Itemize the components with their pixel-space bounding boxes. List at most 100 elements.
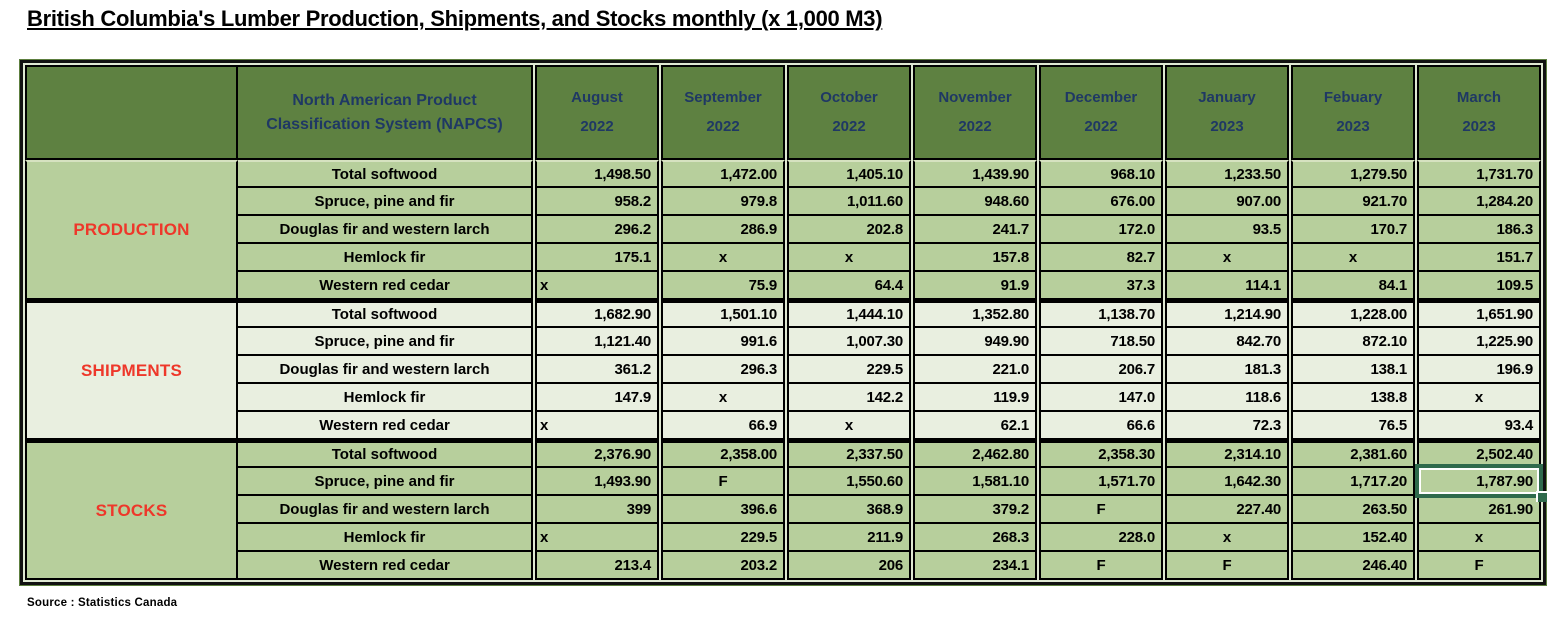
column-header-december-2022[interactable]: December 2022 <box>1039 65 1163 160</box>
data-cell[interactable]: 1,007.30 <box>787 328 911 356</box>
row-label[interactable]: Spruce, pine and fir <box>238 188 533 216</box>
data-cell[interactable]: x <box>1291 244 1415 272</box>
data-cell[interactable]: 1,279.50 <box>1291 160 1415 188</box>
data-cell[interactable]: 138.1 <box>1291 356 1415 384</box>
row-label[interactable]: Total softwood <box>238 160 533 188</box>
column-header-september-2022[interactable]: September 2022 <box>661 65 785 160</box>
data-cell[interactable]: 147.0 <box>1039 384 1163 412</box>
data-cell[interactable]: 196.9 <box>1417 356 1541 384</box>
data-cell[interactable]: 1,233.50 <box>1165 160 1289 188</box>
data-cell[interactable]: 229.5 <box>787 356 911 384</box>
data-cell[interactable]: 261.90 <box>1417 496 1541 524</box>
data-cell[interactable]: x <box>1417 384 1541 412</box>
data-cell[interactable]: 241.7 <box>913 216 1037 244</box>
data-cell[interactable]: 72.3 <box>1165 412 1289 440</box>
data-cell[interactable]: 75.9 <box>661 272 785 300</box>
data-cell[interactable]: 93.5 <box>1165 216 1289 244</box>
row-label[interactable]: Western red cedar <box>238 412 533 440</box>
data-cell[interactable]: 66.9 <box>661 412 785 440</box>
data-cell[interactable]: 206.7 <box>1039 356 1163 384</box>
data-cell[interactable]: 263.50 <box>1291 496 1415 524</box>
row-label[interactable]: Hemlock fir <box>238 524 533 552</box>
data-cell[interactable]: 157.8 <box>913 244 1037 272</box>
row-label[interactable]: Hemlock fir <box>238 244 533 272</box>
data-cell[interactable]: x <box>535 524 659 552</box>
data-cell[interactable]: 1,121.40 <box>535 328 659 356</box>
column-header-march-2023[interactable]: March 2023 <box>1417 65 1541 160</box>
data-cell[interactable]: 66.6 <box>1039 412 1163 440</box>
data-cell[interactable]: x <box>535 272 659 300</box>
data-cell[interactable]: 186.3 <box>1417 216 1541 244</box>
data-cell[interactable]: 368.9 <box>787 496 911 524</box>
data-cell[interactable]: 921.70 <box>1291 188 1415 216</box>
data-cell[interactable]: 1,651.90 <box>1417 300 1541 328</box>
data-cell[interactable]: 842.70 <box>1165 328 1289 356</box>
data-cell[interactable]: 1,550.60 <box>787 468 911 496</box>
data-cell[interactable]: 246.40 <box>1291 552 1415 580</box>
data-cell[interactable]: 296.3 <box>661 356 785 384</box>
row-label[interactable]: Hemlock fir <box>238 384 533 412</box>
data-cell[interactable]: 2,314.10 <box>1165 440 1289 468</box>
data-cell[interactable]: F <box>661 468 785 496</box>
data-cell[interactable]: 147.9 <box>535 384 659 412</box>
data-cell[interactable]: x <box>535 412 659 440</box>
corner-cell[interactable] <box>25 65 238 160</box>
data-cell[interactable]: 1,284.20 <box>1417 188 1541 216</box>
row-label[interactable]: Total softwood <box>238 300 533 328</box>
row-label[interactable]: Douglas fir and western larch <box>238 496 533 524</box>
data-cell[interactable]: 286.9 <box>661 216 785 244</box>
data-cell[interactable]: 718.50 <box>1039 328 1163 356</box>
data-cell[interactable]: 1,642.30 <box>1165 468 1289 496</box>
data-cell[interactable]: 958.2 <box>535 188 659 216</box>
data-cell[interactable]: 1,405.10 <box>787 160 911 188</box>
data-cell[interactable]: x <box>1165 244 1289 272</box>
data-cell[interactable]: 142.2 <box>787 384 911 412</box>
data-cell[interactable]: 2,381.60 <box>1291 440 1415 468</box>
data-cell[interactable]: F <box>1165 552 1289 580</box>
data-cell[interactable]: 227.40 <box>1165 496 1289 524</box>
fill-handle[interactable] <box>1536 491 1547 502</box>
data-cell[interactable]: 152.40 <box>1291 524 1415 552</box>
data-cell[interactable]: 872.10 <box>1291 328 1415 356</box>
data-cell[interactable]: 211.9 <box>787 524 911 552</box>
data-cell[interactable]: 991.6 <box>661 328 785 356</box>
data-cell[interactable]: 175.1 <box>535 244 659 272</box>
data-cell[interactable]: 296.2 <box>535 216 659 244</box>
data-cell[interactable]: 64.4 <box>787 272 911 300</box>
data-cell[interactable]: 948.60 <box>913 188 1037 216</box>
data-cell[interactable]: 1,138.70 <box>1039 300 1163 328</box>
data-cell[interactable]: x <box>1417 524 1541 552</box>
data-cell[interactable]: x <box>787 244 911 272</box>
data-cell[interactable]: 119.9 <box>913 384 1037 412</box>
row-label[interactable]: Douglas fir and western larch <box>238 216 533 244</box>
active-cell[interactable]: 1,787.90 <box>1415 464 1547 502</box>
data-cell[interactable]: 1,501.10 <box>661 300 785 328</box>
data-cell[interactable]: 151.7 <box>1417 244 1541 272</box>
data-cell[interactable]: 170.7 <box>1291 216 1415 244</box>
data-cell[interactable]: 399 <box>535 496 659 524</box>
data-cell[interactable]: 949.90 <box>913 328 1037 356</box>
data-cell[interactable]: 206 <box>787 552 911 580</box>
data-cell[interactable]: x <box>661 384 785 412</box>
data-cell[interactable]: 1,439.90 <box>913 160 1037 188</box>
data-cell[interactable]: 907.00 <box>1165 188 1289 216</box>
data-cell[interactable]: 109.5 <box>1417 272 1541 300</box>
data-cell[interactable]: 203.2 <box>661 552 785 580</box>
data-cell[interactable]: 268.3 <box>913 524 1037 552</box>
data-cell[interactable]: 1,472.00 <box>661 160 785 188</box>
data-cell[interactable]: 84.1 <box>1291 272 1415 300</box>
data-cell[interactable]: 181.3 <box>1165 356 1289 384</box>
data-cell[interactable]: 1,493.90 <box>535 468 659 496</box>
data-cell[interactable]: 1,444.10 <box>787 300 911 328</box>
data-cell[interactable]: 396.6 <box>661 496 785 524</box>
data-cell[interactable]: 1,682.90 <box>535 300 659 328</box>
data-cell[interactable]: 1,228.00 <box>1291 300 1415 328</box>
data-cell[interactable]: 76.5 <box>1291 412 1415 440</box>
column-header-febuary-2023[interactable]: Febuary 2023 <box>1291 65 1415 160</box>
data-cell[interactable]: 379.2 <box>913 496 1037 524</box>
data-cell[interactable]: 114.1 <box>1165 272 1289 300</box>
data-cell[interactable]: 1,225.90 <box>1417 328 1541 356</box>
data-cell[interactable]: 62.1 <box>913 412 1037 440</box>
data-cell[interactable]: 2,502.40 <box>1417 440 1541 468</box>
data-cell[interactable]: 979.8 <box>661 188 785 216</box>
